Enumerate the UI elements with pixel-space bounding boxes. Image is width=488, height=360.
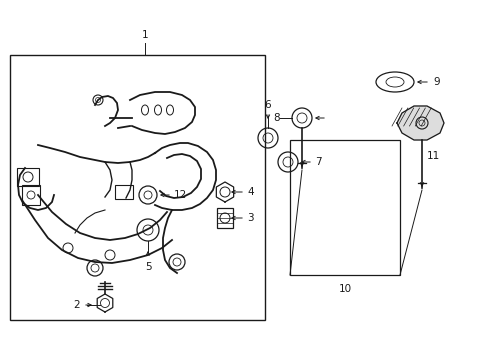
Polygon shape xyxy=(396,106,443,140)
Bar xyxy=(17,168,39,186)
Bar xyxy=(289,140,399,275)
Text: 11: 11 xyxy=(426,151,439,161)
Text: 1: 1 xyxy=(142,30,148,40)
Text: 5: 5 xyxy=(144,262,151,272)
Bar xyxy=(22,185,40,205)
Text: 10: 10 xyxy=(338,284,351,294)
Bar xyxy=(115,185,133,199)
Text: 3: 3 xyxy=(246,213,253,223)
Text: 2: 2 xyxy=(73,300,80,310)
Bar xyxy=(10,55,264,320)
Text: 7: 7 xyxy=(314,157,321,167)
Text: 8: 8 xyxy=(273,113,280,123)
Text: 9: 9 xyxy=(432,77,439,87)
Text: 6: 6 xyxy=(264,100,271,110)
Bar xyxy=(217,208,232,228)
Text: 12: 12 xyxy=(174,190,187,200)
Text: 4: 4 xyxy=(246,187,253,197)
